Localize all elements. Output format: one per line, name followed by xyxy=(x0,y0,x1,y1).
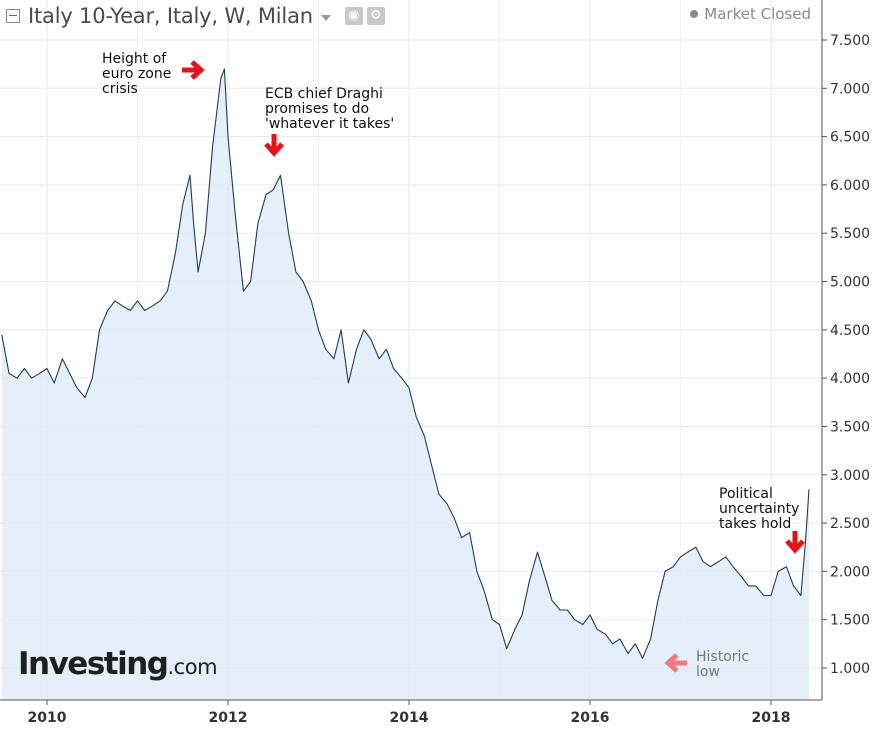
series-line xyxy=(1,68,810,659)
collapse-icon[interactable] xyxy=(6,9,20,23)
y-tick-label: 7.500 xyxy=(830,33,870,49)
annotation-political: takes hold xyxy=(719,516,791,532)
y-tick-label: 4.000 xyxy=(830,371,870,387)
brand-logo: Investing.com xyxy=(18,646,218,682)
market-status-label: Market Closed xyxy=(704,5,811,23)
annotation-euro-crisis: crisis xyxy=(102,81,138,97)
x-tick-label: 2014 xyxy=(390,710,429,726)
arrow-down-icon xyxy=(264,134,284,157)
arrow-left-icon xyxy=(664,653,687,673)
y-tick-label: 3.500 xyxy=(830,419,870,435)
y-tick-label: 2.500 xyxy=(830,516,870,532)
annotation-historic-low: low xyxy=(696,664,720,680)
y-tick-label: 4.500 xyxy=(830,323,870,339)
brand-name: Investing xyxy=(18,646,169,682)
y-tick-label: 2.000 xyxy=(830,564,870,580)
y-tick-label: 3.000 xyxy=(830,468,870,484)
status-dot-icon xyxy=(690,10,699,18)
x-tick-label: 2012 xyxy=(209,710,248,726)
annotation-historic-low: Historic xyxy=(696,649,749,665)
annotation-political: Political xyxy=(719,486,773,502)
x-tick-label: 2016 xyxy=(571,710,610,726)
y-tick-label: 7.000 xyxy=(830,81,870,97)
x-tick-label: 2018 xyxy=(752,710,791,726)
y-tick-label: 1.000 xyxy=(830,661,870,677)
brand-suffix: .com xyxy=(167,655,218,679)
annotation-draghi: 'whatever it takes' xyxy=(265,116,394,132)
annotation-draghi: ECB chief Draghi xyxy=(265,86,383,102)
chevron-down-icon[interactable] xyxy=(320,15,331,21)
arrow-right-icon xyxy=(182,60,205,80)
annotation-draghi: promises to do xyxy=(265,101,369,117)
market-status: Market Closed xyxy=(690,5,811,23)
series-area xyxy=(1,69,810,700)
eye-icon[interactable]: ◉ xyxy=(344,7,363,25)
annotation-political: uncertainty xyxy=(719,501,799,517)
annotation-euro-crisis: Height of xyxy=(102,51,167,67)
gear-icon[interactable]: ⚙ xyxy=(366,7,385,25)
y-tick-label: 5.500 xyxy=(830,226,870,242)
y-tick-label: 1.500 xyxy=(830,613,870,629)
chart-header: Italy 10-Year, Italy, W, Milan ◉ ⚙ xyxy=(6,3,389,29)
chart-title: Italy 10-Year, Italy, W, Milan xyxy=(28,4,313,28)
y-tick-label: 6.500 xyxy=(830,130,870,146)
annotation-euro-crisis: euro zone xyxy=(102,66,171,82)
y-tick-label: 6.000 xyxy=(830,178,870,194)
y-tick-label: 5.000 xyxy=(830,275,870,291)
x-tick-label: 2010 xyxy=(28,710,67,726)
arrow-down-icon xyxy=(785,531,805,554)
